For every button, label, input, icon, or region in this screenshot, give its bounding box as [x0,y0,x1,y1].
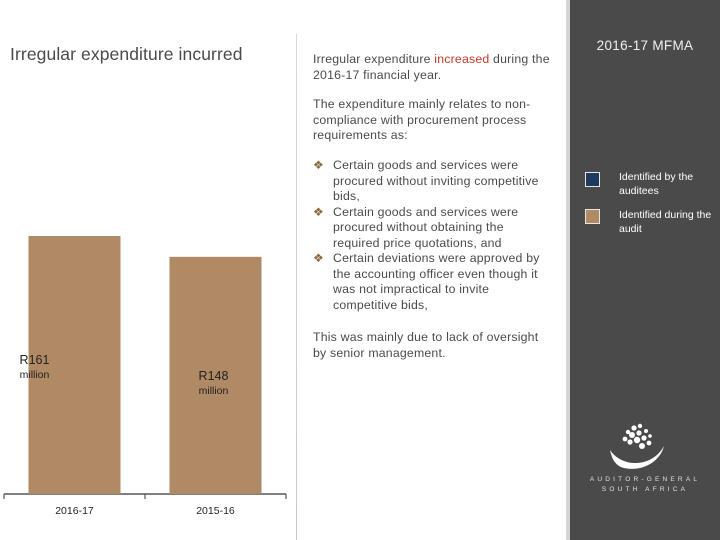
bullet-text: Certain deviations were approved by the … [333,251,540,312]
sidebar-title: 2016-17 MFMA [596,38,694,53]
bullet-text: Certain goods and services were procured… [333,158,539,203]
diamond-bullet-icon: ❖ [313,204,324,219]
bar [28,236,121,494]
bar-value-label: R148 [199,369,229,383]
bar-chart: R161 million 2016-17 R148 million 2015-16 [3,236,287,517]
legend-label-audit: Identified during the audit [619,209,712,235]
bar [169,256,262,494]
intro-text-after: during the 2016-17 financial year. [313,52,550,82]
legend-swatch-auditees [585,172,600,187]
divider [296,34,297,540]
sidebar-panel [566,0,720,540]
bar-value-unit: million [20,369,50,381]
bullet-item: ❖ Certain deviations were approved by the… [313,251,549,313]
intro-text-before: Irregular expenditure [313,52,435,66]
diamond-bullet-icon: ❖ [313,251,324,265]
chart-layer: R161 million 2016-17 R148 million 2015-16 [3,236,287,517]
sidebar-edge [566,0,570,540]
intro-highlight: increased [434,52,490,66]
intro-paragraph: Irregular expenditure increased during t… [313,52,553,83]
auditor-general-logo [610,423,664,469]
x-tick-label: 2015-16 [196,505,235,517]
diamond-bullet-icon: ❖ [313,158,324,172]
conclusion-paragraph: This was mainly due to lack of oversight… [313,330,539,360]
bullet-list: ❖ Certain goods and services were procure… [313,158,549,313]
relates-paragraph: The expenditure mainly relates to non-co… [313,97,531,142]
logo-text-line-2: SOUTH AFRICA [601,486,689,493]
legend-swatch-audit [585,209,600,224]
bar-value-unit: million [199,385,229,397]
slide-title: Irregular expenditure incurred [10,44,243,64]
logo-text-line-1: AUDITOR-GENERAL [589,476,701,483]
bullet-item: ❖ Certain goods and services were procure… [313,158,549,205]
bullet-text: Certain goods and services were procured… [333,204,519,250]
bullet-item: ❖ Certain goods and services were procure… [313,205,549,252]
x-tick-label: 2016-17 [55,505,94,517]
legend-label-auditees: Identified by the auditees [619,171,694,197]
bar-value-label: R161 [20,353,50,367]
